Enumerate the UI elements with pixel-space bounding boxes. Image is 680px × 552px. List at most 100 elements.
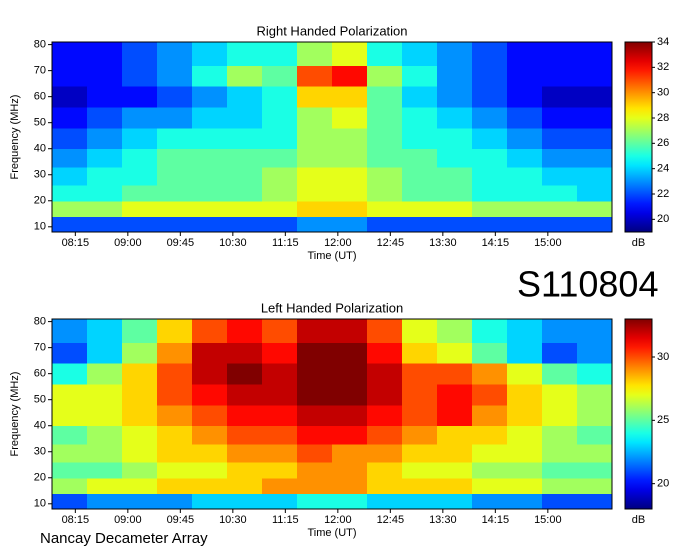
heatmap-cell [52, 363, 88, 385]
heatmap-cell [402, 65, 438, 87]
heatmap-cell [227, 462, 263, 479]
heatmap-cell [52, 342, 88, 364]
x-tick-label: 11:15 [272, 237, 299, 249]
heatmap-cell [577, 384, 613, 406]
colorbar [624, 41, 653, 233]
heatmap-cell [437, 477, 473, 494]
heatmap-cell [157, 216, 193, 233]
heatmap-cell [367, 148, 403, 168]
heatmap-cell [507, 462, 543, 479]
heatmap-cell [192, 107, 228, 129]
heatmap-cell [122, 107, 158, 129]
heatmap-cell [542, 86, 578, 108]
heatmap-cell [402, 404, 438, 427]
x-tick-label: 12:45 [377, 514, 405, 526]
heatmap-cell [542, 200, 578, 217]
heatmap-cell [192, 462, 228, 479]
heatmap-cell [87, 86, 123, 108]
heatmap-cell [297, 166, 333, 186]
heatmap-cell [122, 404, 158, 427]
heatmap-cell [577, 216, 613, 233]
heatmap-cell [507, 166, 543, 186]
x-tick-label: 10:30 [219, 514, 247, 526]
heatmap-cell [507, 42, 543, 66]
heatmap-cell [507, 443, 543, 463]
heatmap-cell [227, 319, 263, 343]
heatmap-cell [437, 425, 473, 445]
heatmap-cell [472, 404, 508, 427]
heatmap-panel: Right Handed Polarization 08:15 09:00 09:45… [9, 23, 669, 261]
x-tick-label: 11:15 [272, 514, 299, 526]
heatmap-cell [297, 462, 333, 479]
heatmap-cell [87, 185, 123, 202]
heatmap-cell [262, 462, 298, 479]
heatmap-cell [542, 342, 578, 364]
heatmap-cell [542, 404, 578, 427]
colorbar-tick-label: 22 [657, 188, 669, 200]
heatmap-cell [262, 42, 298, 66]
heatmap-cell [192, 185, 228, 202]
heatmap-cell [577, 425, 613, 445]
y-tick-label: 10 [34, 498, 46, 510]
heatmap-cell [437, 166, 473, 186]
heatmap-cell [227, 404, 263, 427]
heatmap-cell [87, 425, 123, 445]
y-axis-label: Frequency (MHz) [9, 95, 21, 180]
heatmap-cell [262, 148, 298, 168]
heatmap-cell [437, 216, 473, 233]
heatmap-cell [577, 404, 613, 427]
heatmap-cell [52, 404, 88, 427]
heatmap-cell [227, 127, 263, 150]
observation-id: S110804 [517, 264, 658, 305]
heatmap-cell [122, 425, 158, 445]
heatmap-cell [52, 443, 88, 463]
heatmap-cell [402, 384, 438, 406]
heatmap-cell [437, 148, 473, 168]
heatmap-cell [192, 42, 228, 66]
heatmap-cell [542, 425, 578, 445]
heatmap-cell [577, 363, 613, 385]
heatmap-cell [437, 493, 473, 510]
heatmap-cell [577, 185, 613, 202]
heatmap-cell [367, 363, 403, 385]
y-tick-label: 50 [34, 394, 46, 406]
heatmap-cell [262, 319, 298, 343]
heatmap-cell [262, 342, 298, 364]
chart-title: Right Handed Polarization [256, 23, 407, 38]
x-tick-label: 13:30 [429, 237, 457, 249]
heatmap-cell [507, 404, 543, 427]
heatmap-cell [297, 200, 333, 217]
heatmap-cell [437, 127, 473, 150]
heatmap-cell [122, 363, 158, 385]
heatmap-cell [52, 166, 88, 186]
heatmap-cell [122, 342, 158, 364]
heatmap-cell [157, 107, 193, 129]
heatmap-cell [227, 443, 263, 463]
colorbar [624, 318, 653, 510]
heatmap-cell [507, 86, 543, 108]
heatmap-cell [507, 185, 543, 202]
heatmap-cell [227, 148, 263, 168]
heatmap-cell [157, 166, 193, 186]
x-tick-label: 15:00 [534, 514, 562, 526]
colorbar-tick-label: 20 [657, 478, 669, 490]
heatmap-cell [52, 425, 88, 445]
heatmap-cell [472, 363, 508, 385]
heatmap-cell [402, 86, 438, 108]
heatmap-panel: Left Handed Polarization 08:15 09:00 09:45 1… [9, 300, 669, 538]
colorbar-tick-label: 26 [657, 137, 669, 149]
heatmap-cell [122, 477, 158, 494]
y-tick-label: 80 [34, 39, 46, 51]
heatmap-cell [122, 493, 158, 510]
heatmap-cell [122, 148, 158, 168]
heatmap-cell [87, 200, 123, 217]
heatmap-cell [297, 443, 333, 463]
heatmap-cell [507, 216, 543, 233]
heatmap-cell [507, 342, 543, 364]
heatmap-cell [192, 384, 228, 406]
footer: Nancay Decameter Array [40, 530, 208, 547]
heatmap-cell [332, 166, 368, 186]
heatmap-cell [157, 86, 193, 108]
heatmap-cell [332, 86, 368, 108]
heatmap-cell [367, 493, 403, 510]
